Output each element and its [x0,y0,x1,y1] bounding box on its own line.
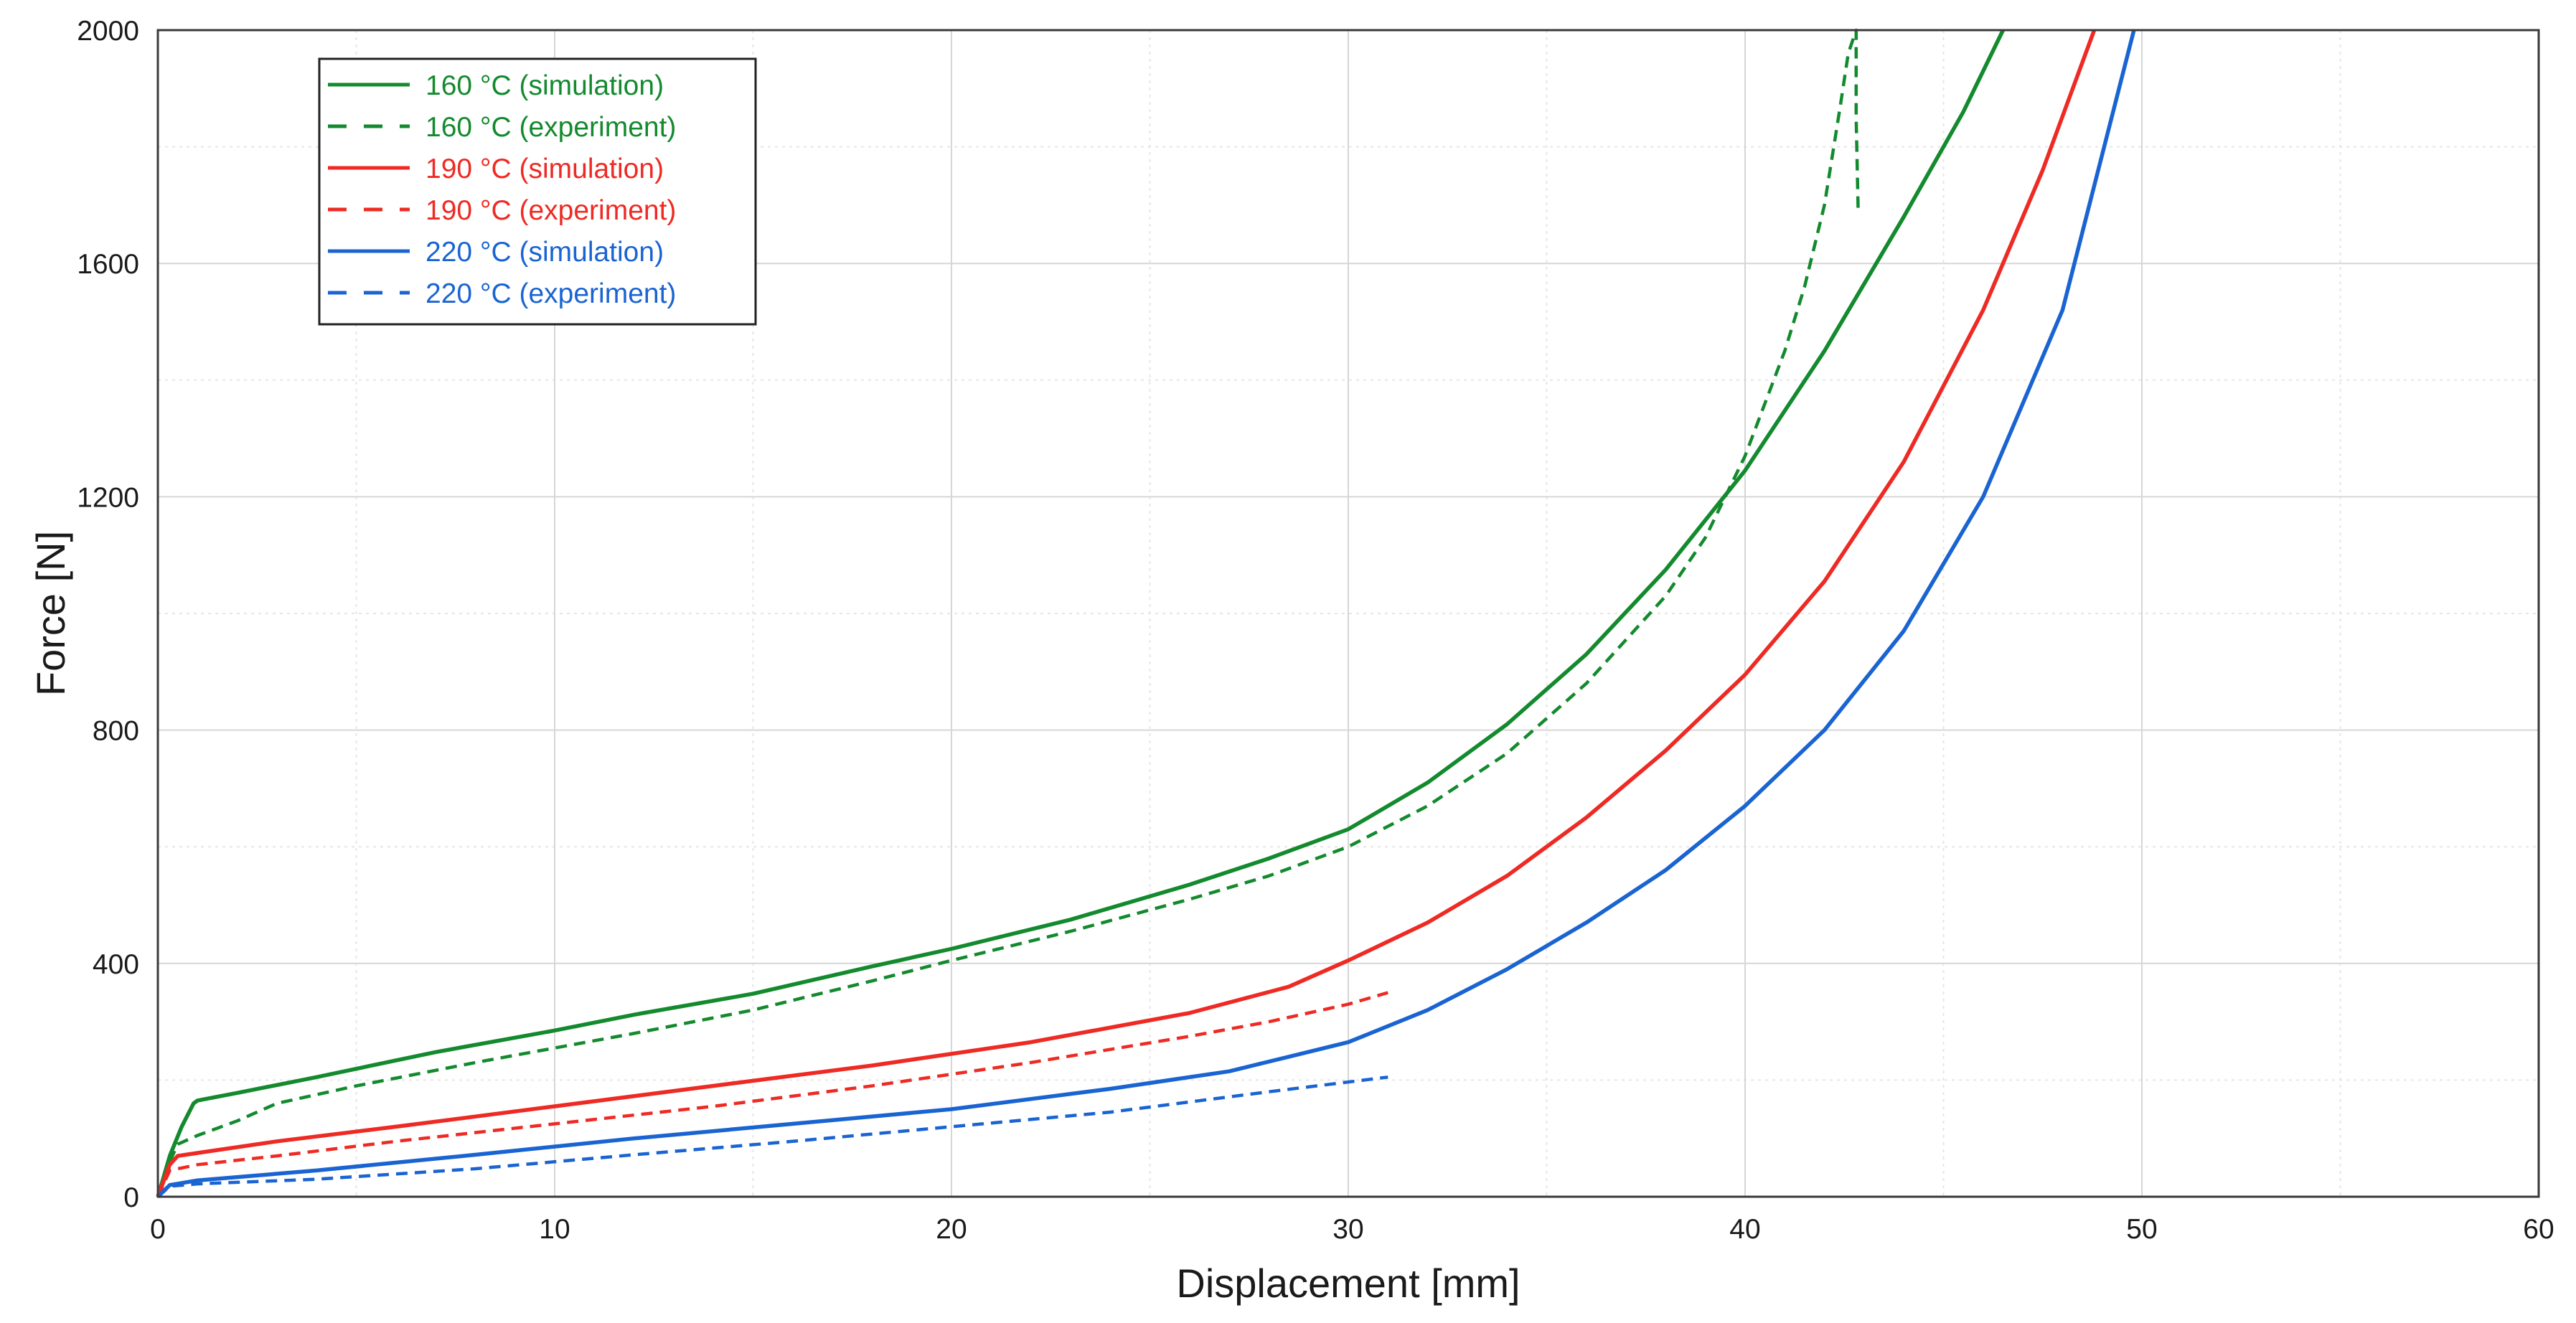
x-tick-label: 20 [936,1214,967,1245]
x-tick-label: 30 [1332,1214,1363,1245]
legend-label-1: 160 °C (simulation) [426,70,664,101]
series-line-2 [156,28,1860,1197]
legend-label-6: 220 °C (experiment) [426,278,676,309]
y-tick-label: 0 [123,1182,139,1213]
y-tick-label: 400 [93,949,139,980]
x-tick-label: 0 [150,1214,166,1245]
legend-label-2: 160 °C (experiment) [426,112,676,143]
axis-tick-labels: 0 10 20 30 40 50 60 0 400 800 1200 1600 2000 [77,16,2554,1245]
y-tick-label: 1600 [77,249,139,280]
legend: 160 °C (simulation) 160 °C (experiment) 19… [318,57,757,326]
x-tick-label: 40 [1729,1214,1760,1245]
series-lines [156,28,2136,1198]
x-tick-label: 10 [539,1214,570,1245]
legend-label-4: 190 °C (experiment) [426,195,676,226]
x-tick-label: 50 [2126,1214,2157,1245]
series-line-4 [156,991,1388,1197]
legend-box [318,57,757,326]
legend-label-3: 190 °C (simulation) [426,154,664,184]
x-axis-title: Displacement [mm] [1176,1261,1520,1306]
series-line-5 [156,29,2136,1198]
plot-area-frame [156,29,2540,1198]
series-line-1 [156,29,2005,1197]
y-tick-label: 1200 [77,482,139,513]
legend-label-5: 220 °C (simulation) [426,237,664,268]
y-axis-title: Force [N] [28,531,73,696]
x-tick-label: 60 [2523,1214,2554,1245]
series-line-6 [156,1075,1388,1198]
series-line-3 [156,29,2097,1197]
y-tick-label: 800 [93,716,139,747]
y-tick-label: 2000 [77,16,139,47]
